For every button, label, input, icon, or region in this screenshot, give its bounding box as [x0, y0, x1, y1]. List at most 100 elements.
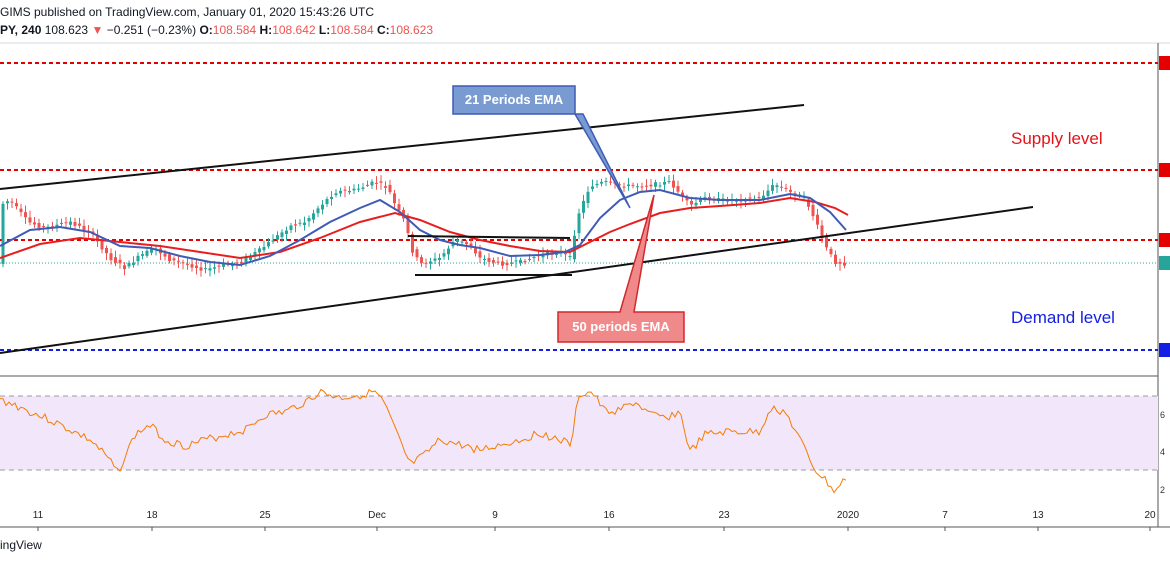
candle-body [172, 258, 176, 261]
candle-body [343, 189, 347, 191]
candle-body [82, 225, 86, 231]
x-tick-label: 23 [718, 510, 730, 521]
candle-body [690, 200, 693, 205]
candle-body [325, 199, 329, 205]
candle-body [307, 218, 311, 222]
candle-body [334, 193, 338, 196]
x-tick-label: 11 [33, 510, 44, 521]
candle-body [735, 200, 738, 202]
rsi-tick-label: 6 [1160, 410, 1165, 420]
high-value: 108.642 [272, 23, 316, 37]
candle-body [186, 263, 189, 265]
candle-body [213, 267, 216, 269]
candle-body [411, 234, 414, 253]
x-tick-label: 25 [259, 510, 271, 521]
candle-body [267, 242, 270, 247]
candle-body [258, 248, 261, 253]
candle-body [55, 224, 59, 227]
candle-body [109, 253, 113, 261]
candle-body [37, 222, 41, 228]
tradingview-brand: ingView [0, 538, 42, 552]
low-label: L: [318, 23, 331, 37]
candle-body [303, 222, 306, 226]
candle-body [10, 201, 14, 203]
candle-body [505, 262, 509, 266]
candle-body [96, 234, 99, 242]
candle-body [811, 204, 815, 217]
candle-body [483, 259, 486, 261]
candle-body [127, 262, 131, 267]
candle-body [330, 196, 333, 199]
candle-body [276, 235, 279, 240]
candle-body [123, 265, 126, 270]
candle-body [568, 256, 572, 258]
candle-body [33, 222, 36, 225]
candle-body [654, 182, 657, 187]
candle-body [757, 197, 761, 199]
candle-body [478, 251, 482, 258]
candle-body [663, 181, 666, 185]
ema50-callout-label: 50 periods EMA [572, 319, 670, 334]
rsi-band [0, 396, 1158, 470]
candle-body [564, 252, 567, 255]
candle-body [393, 193, 396, 204]
candle-body [609, 181, 612, 183]
candle-body [64, 222, 68, 224]
candle-body [775, 185, 779, 188]
candle-body [289, 225, 293, 231]
candle-body [190, 264, 194, 268]
upper-channel-line [0, 104, 805, 190]
candle-body [667, 180, 671, 182]
candle-body [442, 253, 446, 257]
candle-body [618, 184, 621, 186]
candle-body [510, 262, 513, 264]
open-label: O: [199, 23, 213, 37]
change-value: −0.251 (−0.23%) [106, 23, 197, 37]
candle-body [622, 186, 626, 188]
candle-body [649, 184, 653, 187]
x-tick-label: 16 [603, 510, 615, 521]
candle-body [595, 183, 599, 186]
x-tick-label: 2020 [837, 510, 860, 521]
candle-body [262, 247, 266, 251]
candle-body [285, 230, 288, 234]
candle-body [181, 262, 185, 264]
candle-body [316, 208, 320, 214]
candle-body [816, 214, 819, 225]
candle-body [658, 185, 662, 187]
candle-body [456, 239, 459, 242]
rsi-tick-label: 2 [1160, 485, 1165, 495]
middle-red-level-marker [1159, 233, 1170, 247]
candle-body [721, 198, 725, 200]
supply-level-label: Supply level [1011, 129, 1103, 148]
candle-body [766, 190, 770, 197]
candle-body [771, 185, 774, 191]
candle-body [298, 222, 302, 224]
last-price: 108.623 [44, 23, 89, 37]
low-value: 108.584 [330, 23, 374, 37]
candle-body [465, 242, 468, 245]
candle-body [100, 240, 104, 250]
candle-body [807, 199, 810, 207]
candle-body [294, 224, 297, 226]
high-label: H: [259, 23, 273, 37]
candle-body [834, 254, 837, 264]
candle-body [555, 254, 558, 256]
candle-body [105, 247, 108, 254]
candle-body [420, 257, 423, 263]
candle-body [73, 222, 77, 226]
candle-body [636, 186, 639, 188]
candle-body [487, 258, 491, 262]
candle-body [694, 202, 698, 206]
candle-body [60, 222, 63, 224]
candle-body [744, 200, 747, 202]
candle-body [829, 248, 833, 255]
candle-body [366, 184, 369, 186]
candle-body [681, 192, 684, 196]
ohlc-bar: PY, 240 108.623 ▼ −0.251 (−0.23%) O:108.… [0, 23, 433, 37]
candle-body [118, 259, 122, 264]
candle-body [492, 260, 495, 263]
candle-body [397, 204, 401, 211]
